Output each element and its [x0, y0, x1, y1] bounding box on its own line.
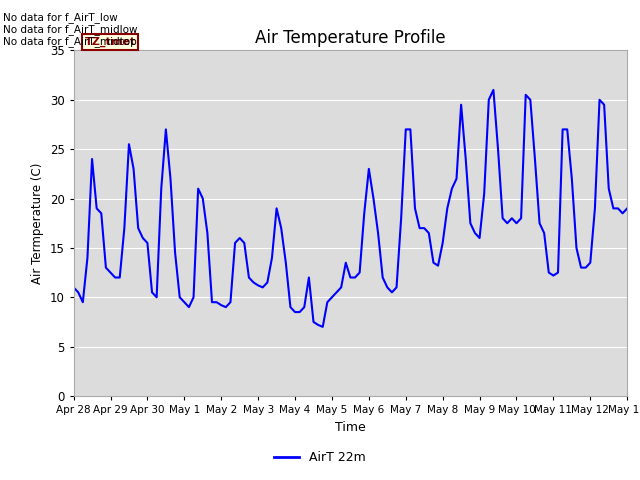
Text: No data for f_AirT_midtop: No data for f_AirT_midtop — [3, 36, 137, 47]
Text: TZ_tmet: TZ_tmet — [84, 36, 136, 47]
Text: No data for f_AirT_low: No data for f_AirT_low — [3, 12, 118, 23]
Text: No data for f_AirT_midlow: No data for f_AirT_midlow — [3, 24, 138, 35]
Y-axis label: Air Termperature (C): Air Termperature (C) — [31, 163, 44, 284]
X-axis label: Time: Time — [335, 420, 366, 433]
Legend: AirT 22m: AirT 22m — [269, 446, 371, 469]
Title: Air Temperature Profile: Air Temperature Profile — [255, 29, 445, 48]
